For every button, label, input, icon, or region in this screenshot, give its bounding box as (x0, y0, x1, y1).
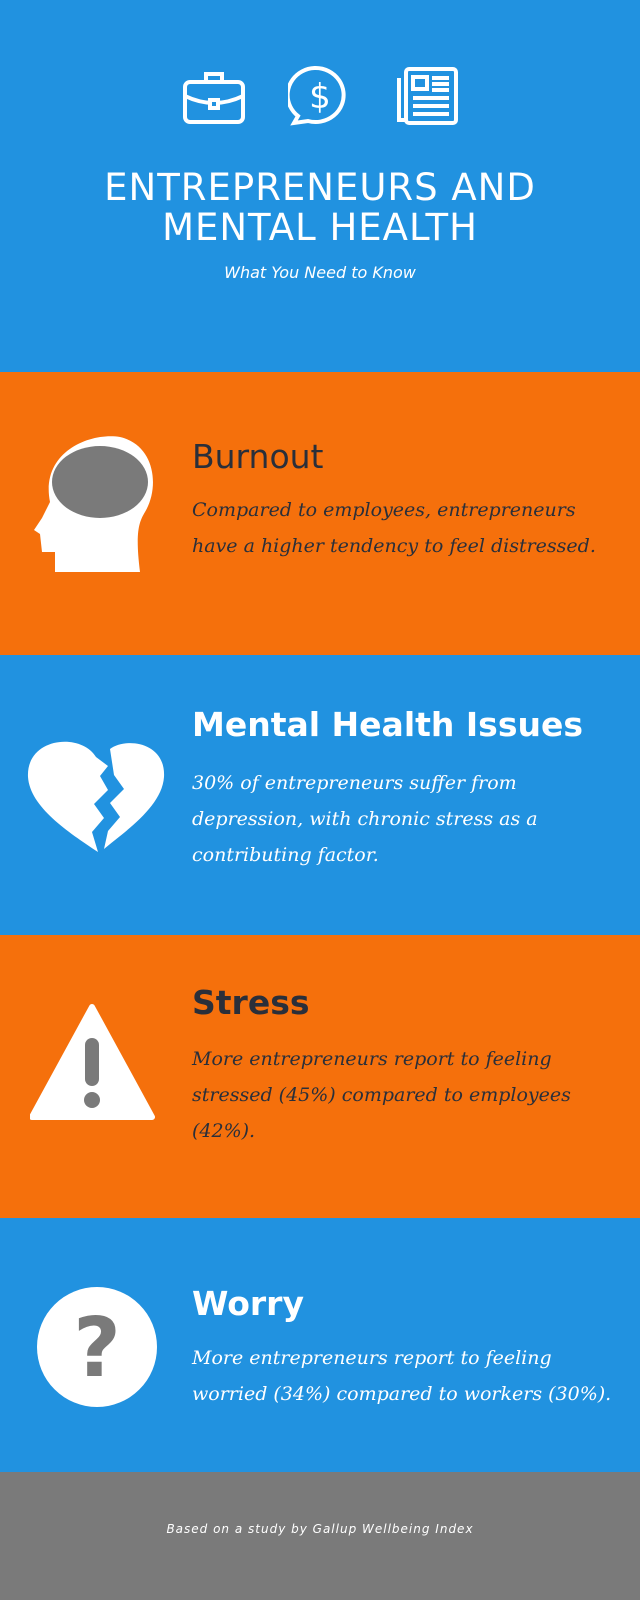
section-text: 30% of entrepreneurs suffer from depress… (192, 772, 538, 866)
page-title: ENTREPRENEURS AND MENTAL HEALTH (104, 166, 536, 249)
section-text: Compared to employees, entrepreneurs hav… (192, 499, 596, 557)
newspaper-icon (397, 67, 458, 125)
section-text: More entrepreneurs report to feeling wor… (192, 1347, 612, 1405)
source-note: Based on a study by Gallup Wellbeing Ind… (166, 1522, 474, 1536)
warning-icon (30, 1004, 155, 1120)
svg-text:?: ? (73, 1301, 121, 1396)
section-burnout: Burnout Compared to employees, entrepren… (0, 372, 640, 655)
subtitle: What You Need to Know (224, 263, 416, 282)
section-heading: Worry (192, 1284, 304, 1323)
briefcase-icon (183, 72, 245, 124)
svg-text:$: $ (309, 77, 331, 117)
head-brain-icon (34, 436, 153, 572)
section-stress: Stress More entrepreneurs report to feel… (0, 935, 640, 1218)
header: $ ENTREPRENEURS AND MENTAL HEALTH What Yo… (0, 0, 640, 372)
question-icon: ? (37, 1287, 157, 1407)
section-mental-health: Mental Health Issues 30% of entrepreneur… (0, 655, 640, 935)
section-heading: Mental Health Issues (192, 705, 583, 744)
section-text: More entrepreneurs report to feeling str… (192, 1048, 571, 1142)
dollar-chat-icon: $ (288, 66, 346, 126)
footer: Based on a study by Gallup Wellbeing Ind… (0, 1472, 640, 1600)
section-worry: ? Worry More entrepreneurs report to fee… (0, 1218, 640, 1472)
section-heading: Stress (192, 983, 310, 1022)
broken-heart-icon (27, 741, 165, 852)
section-heading: Burnout (192, 437, 324, 476)
